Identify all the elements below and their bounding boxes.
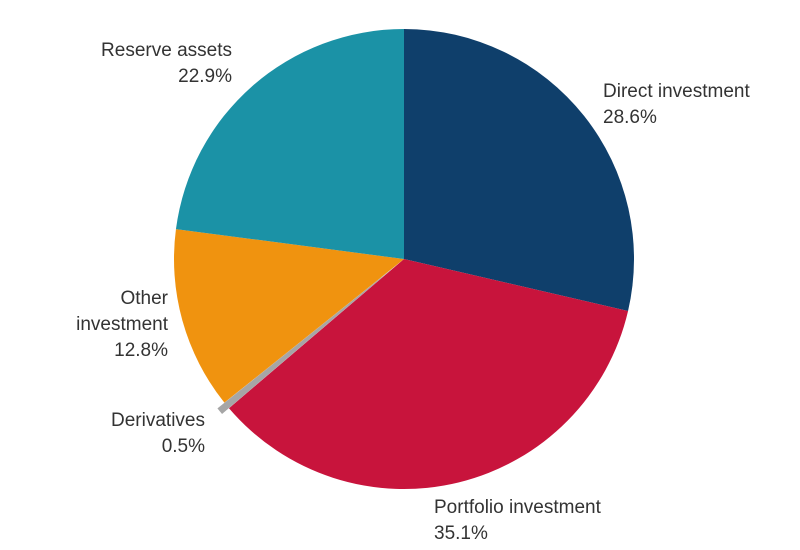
slice-label: Direct investment xyxy=(603,81,750,102)
pie-slice-direct-investment xyxy=(404,29,634,311)
label-other-investment: Other investment 12.8% xyxy=(58,286,168,364)
label-direct-investment: Direct investment 28.6% xyxy=(603,79,750,131)
pie-slice-derivatives xyxy=(217,264,398,414)
slice-value-label: 0.5% xyxy=(161,436,205,457)
slice-value-label: 22.9% xyxy=(178,66,232,87)
label-derivatives: Derivatives 0.5% xyxy=(111,408,205,460)
slice-label-text: Other investment xyxy=(76,288,168,335)
slice-value-label: 12.8% xyxy=(114,340,168,361)
pie-slice-other-investment xyxy=(174,229,404,403)
label-portfolio-investment: Portfolio investment 35.1% xyxy=(434,495,601,547)
slice-label: Reserve assets xyxy=(101,40,232,61)
slice-value-label: 35.1% xyxy=(434,523,488,544)
label-reserve-assets: Reserve assets 22.9% xyxy=(101,38,232,90)
slice-label: Portfolio investment xyxy=(434,497,601,518)
slice-label: Derivatives xyxy=(111,410,205,431)
slice-value-label: 28.6% xyxy=(603,107,657,128)
pie-slice-reserve-assets xyxy=(175,29,404,259)
pie-slice-portfolio-investment xyxy=(228,259,629,489)
slice-label: Other investment xyxy=(58,286,168,338)
